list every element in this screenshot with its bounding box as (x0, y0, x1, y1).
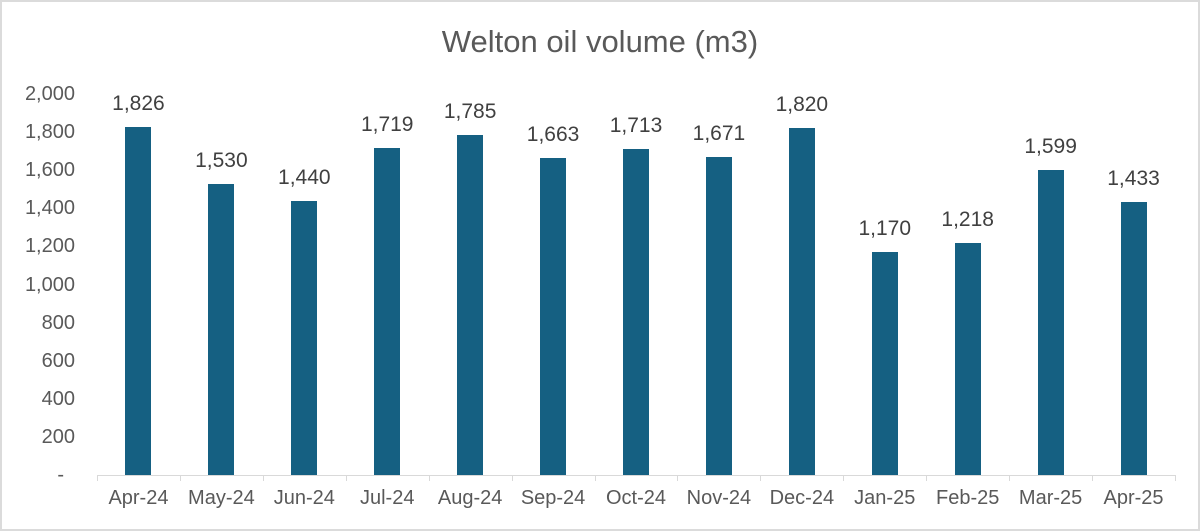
bar-value-label: 1,713 (609, 113, 663, 137)
bar (623, 148, 649, 475)
y-axis-tick-label: - (57, 464, 64, 486)
x-axis-tick-mark (97, 475, 98, 481)
x-axis-tick-mark (1175, 475, 1176, 481)
x-axis-category-label: Jan-25 (854, 487, 916, 509)
x-axis-tick-mark (511, 475, 513, 481)
bar (705, 156, 732, 475)
x-axis-category-label: Aug-24 (437, 487, 503, 509)
x-axis-tick-mark (594, 475, 596, 481)
x-axis-category-label: Dec-24 (769, 487, 835, 509)
bar-value-label: 1,599 (1024, 135, 1077, 159)
bar-value-label: 1,820 (775, 93, 829, 117)
bar-value-label: 1,433 (1107, 167, 1160, 190)
y-axis-tick-label: 1,600 (24, 159, 75, 182)
chart-title: Welton oil volume (m3) (441, 24, 759, 59)
y-axis-tick-label: 600 (41, 349, 75, 372)
x-axis-category-label: Nov-24 (686, 487, 752, 509)
bar (208, 183, 235, 475)
bar (540, 158, 567, 475)
x-axis-category-label: Oct-24 (605, 487, 666, 509)
bar (457, 134, 484, 475)
y-axis-tick-label: 1,200 (24, 235, 75, 258)
bar (871, 252, 898, 475)
x-axis-tick-mark (926, 475, 928, 481)
bar (125, 127, 152, 475)
bar-value-label: 1,671 (692, 121, 746, 145)
bar-value-label: 1,826 (112, 92, 165, 116)
x-axis-category-label: Feb-25 (935, 487, 1000, 509)
bar (788, 128, 815, 475)
y-axis-tick-label: 1,400 (24, 197, 75, 220)
y-axis-tick-label: 1,800 (24, 121, 75, 144)
x-axis-tick-mark (262, 475, 264, 481)
y-axis-tick-label: 200 (41, 425, 75, 448)
x-axis-tick-mark (428, 475, 430, 481)
y-axis-tick-label: 1,000 (24, 273, 75, 296)
bar-value-label: 1,440 (278, 165, 331, 189)
bar (374, 147, 401, 475)
bar (1037, 170, 1064, 475)
x-axis-category-label: Sep-24 (520, 487, 586, 509)
x-axis-category-label: Mar-25 (1018, 487, 1083, 509)
x-axis-line (97, 475, 1175, 476)
bar (954, 242, 981, 475)
bar (1120, 202, 1147, 475)
x-axis-category-label: Apr-24 (108, 487, 169, 509)
x-axis-category-label: Jun-24 (273, 487, 335, 509)
x-axis-category-label: Jul-24 (359, 487, 415, 509)
bar-value-label: 1,663 (526, 123, 580, 147)
bar-value-label: 1,530 (195, 148, 248, 172)
y-axis-tick-label: 400 (41, 387, 75, 410)
bar (291, 200, 318, 475)
y-axis-tick-label: 800 (41, 311, 75, 334)
x-axis-tick-mark (677, 475, 679, 481)
x-axis-tick-mark (1092, 475, 1094, 481)
x-axis-tick-mark (1009, 475, 1011, 481)
x-axis-category-label: May-24 (188, 487, 255, 509)
bar-value-label: 1,170 (858, 217, 912, 241)
y-axis-tick-label: 2,000 (24, 83, 75, 105)
x-axis-tick-mark (843, 475, 845, 481)
x-axis-tick-mark (179, 475, 181, 481)
bar-value-label: 1,218 (941, 207, 994, 231)
x-axis-tick-mark (760, 475, 762, 481)
bar-value-label: 1,719 (360, 112, 414, 136)
x-axis-tick-mark (345, 475, 347, 481)
bar-value-label: 1,785 (443, 99, 497, 123)
x-axis-category-label: Apr-25 (1103, 487, 1164, 509)
